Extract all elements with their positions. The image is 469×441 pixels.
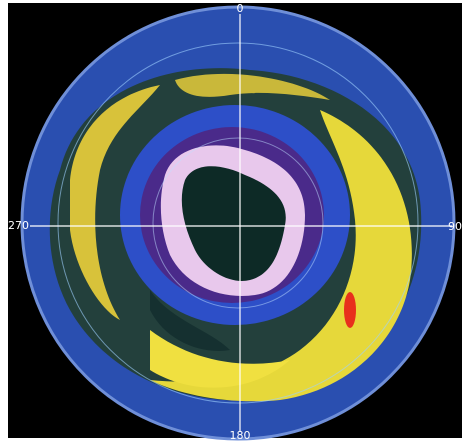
yellow-band-north bbox=[175, 73, 330, 100]
meridian-label: 180 bbox=[230, 429, 251, 441]
ozone-hole-core bbox=[181, 166, 286, 281]
meridian-label: 90 bbox=[448, 220, 462, 233]
meridian-label: 270 bbox=[8, 219, 29, 232]
latitude-circle bbox=[57, 42, 419, 404]
yellow-band-west bbox=[70, 85, 160, 320]
meridian-label: 0 bbox=[237, 2, 244, 15]
red-patch bbox=[344, 292, 356, 328]
latitude-circle bbox=[152, 137, 324, 309]
disc-rim bbox=[20, 5, 456, 441]
yellow-band-south bbox=[150, 330, 290, 388]
yellow-band-east bbox=[150, 110, 412, 402]
dark-pocket bbox=[150, 290, 230, 351]
